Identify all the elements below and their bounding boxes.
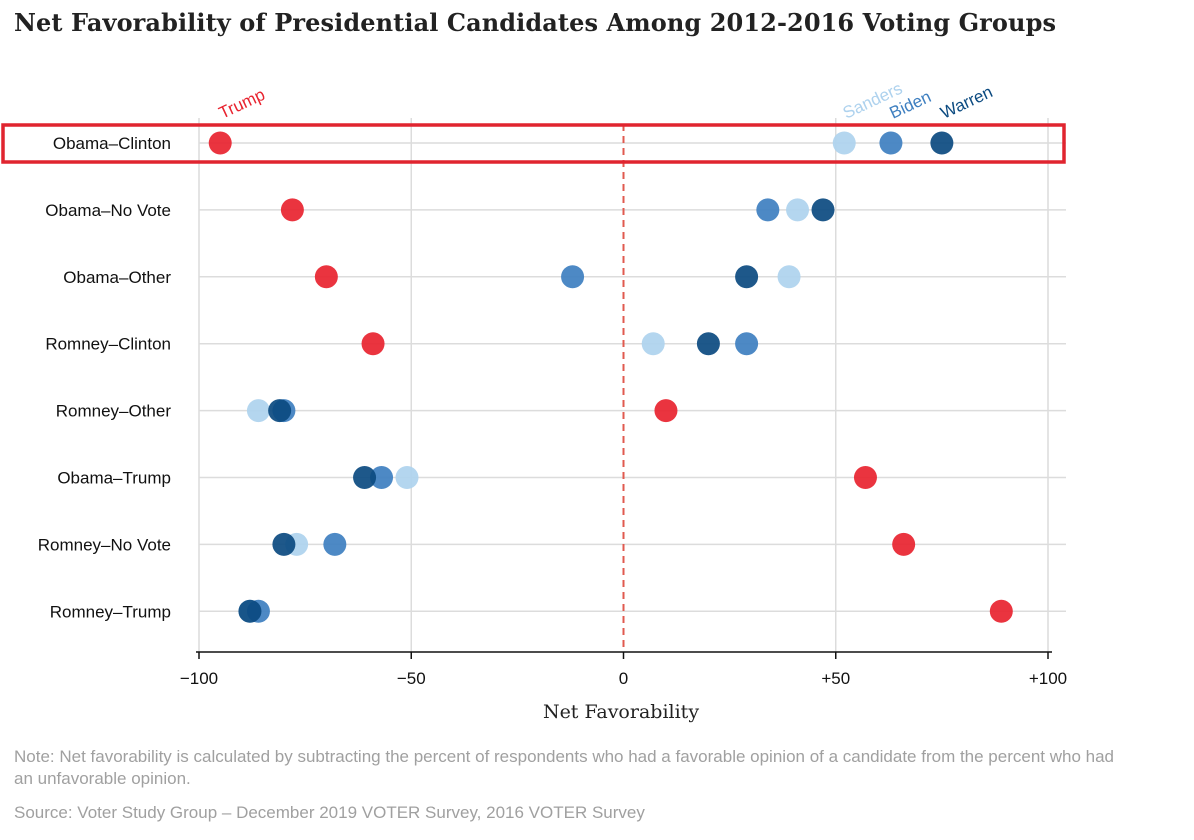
x-axis: −100 −50 0 +50 +100	[180, 651, 1067, 688]
warren-dot	[735, 265, 759, 289]
x-tick-label: +100	[1029, 669, 1067, 688]
trump-dot	[989, 599, 1013, 623]
warren-dot	[238, 599, 262, 623]
row-label: Obama–Trump	[57, 469, 171, 488]
chart-note: Note: Net favorability is calculated by …	[14, 747, 1115, 788]
sanders-dot	[786, 198, 810, 222]
warren-dot	[811, 198, 835, 222]
x-tick-label: 0	[619, 669, 628, 688]
biden-dot	[756, 198, 780, 222]
row-label: Romney–Other	[56, 402, 172, 421]
x-tick-label: −50	[397, 669, 426, 688]
sanders-dot	[641, 332, 665, 356]
x-axis-label: Net Favorability	[543, 701, 699, 723]
chart-source: Source: Voter Study Group – December 201…	[14, 803, 645, 822]
trump-dot	[654, 399, 678, 423]
warren-dot	[268, 399, 292, 423]
biden-dot	[323, 532, 347, 556]
chart-title: Net Favorability of Presidential Candida…	[14, 8, 1057, 37]
sanders-dot	[395, 466, 419, 489]
x-tick-label: −100	[180, 669, 218, 688]
data-points	[208, 131, 1013, 623]
highlight-rectangle	[1, 123, 1066, 164]
row-label: Obama–No Vote	[45, 201, 171, 220]
trump-dot	[361, 332, 385, 356]
series-label-trump: Trump	[216, 85, 268, 123]
row-label: Romney–Clinton	[45, 335, 171, 354]
row-labels: Obama–Clinton Obama–No Vote Obama–Other Rom…	[38, 134, 172, 621]
row-label: Obama–Other	[63, 268, 171, 287]
sanders-dot	[832, 131, 856, 155]
trump-dot	[314, 265, 338, 289]
biden-dot	[879, 131, 903, 155]
biden-dot	[370, 466, 394, 489]
trump-dot	[208, 131, 232, 155]
biden-dot	[561, 265, 585, 289]
trump-dot	[280, 198, 304, 222]
warren-dot	[272, 532, 296, 556]
gridlines	[198, 118, 1049, 652]
series-label-warren: Warren	[938, 82, 996, 123]
trump-dot	[892, 532, 916, 556]
row-label: Obama–Clinton	[53, 134, 171, 153]
warren-dot	[353, 466, 377, 489]
highlight-box	[1, 123, 1066, 164]
biden-dot	[735, 332, 759, 356]
trump-dot	[853, 466, 877, 489]
warren-dot	[930, 131, 954, 155]
dot-plot-chart: Obama–Clinton Obama–No Vote Obama–Other Rom…	[1, 79, 1067, 723]
row-label: Romney–Trump	[50, 602, 171, 621]
warren-dot	[696, 332, 720, 356]
row-label: Romney–No Vote	[38, 535, 171, 554]
sanders-dot	[777, 265, 801, 289]
sanders-dot	[246, 399, 270, 423]
x-tick-label: +50	[821, 669, 850, 688]
